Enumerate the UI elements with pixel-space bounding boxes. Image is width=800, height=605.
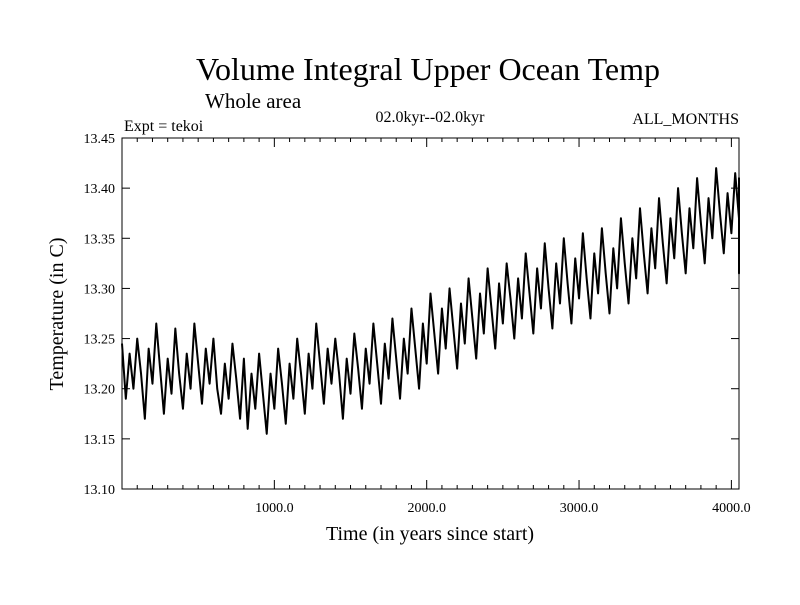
y-tick-label: 13.25 <box>84 333 116 348</box>
x-axis-ticks: 1000.0 2000.0 3000.0 4000.0 <box>136 138 751 516</box>
y-tick-label: 13.45 <box>84 132 116 147</box>
plot-frame <box>121 137 740 490</box>
chart-title: Volume Integral Upper Ocean Temp <box>196 51 660 87</box>
y-axis-label: Temperature (in C) <box>46 238 68 391</box>
x-axis-label: Time (in years since start) <box>326 523 534 545</box>
y-tick-label: 13.20 <box>84 383 116 398</box>
chart-subtitle: Whole area <box>205 89 302 113</box>
x-tick-label: 4000.0 <box>712 501 751 516</box>
x-tick-label: 2000.0 <box>407 501 446 516</box>
y-tick-label: 13.35 <box>84 232 116 247</box>
y-tick-label: 13.10 <box>84 483 116 498</box>
x-tick-label: 1000.0 <box>255 501 294 516</box>
months-label: ALL_MONTHS <box>632 111 739 128</box>
experiment-label: Expt = tekoi <box>124 118 204 135</box>
y-tick-label: 13.15 <box>84 433 116 448</box>
y-tick-label: 13.40 <box>84 182 116 197</box>
y-tick-label: 13.30 <box>84 282 116 297</box>
period-label: 02.0kyr--02.0kyr <box>376 109 486 126</box>
temperature-series-line <box>121 167 740 435</box>
y-axis-ticks: 13.10 13.15 13.20 13.25 13.30 13.35 13.40 13.45 <box>84 132 739 498</box>
x-tick-label: 3000.0 <box>560 501 599 516</box>
